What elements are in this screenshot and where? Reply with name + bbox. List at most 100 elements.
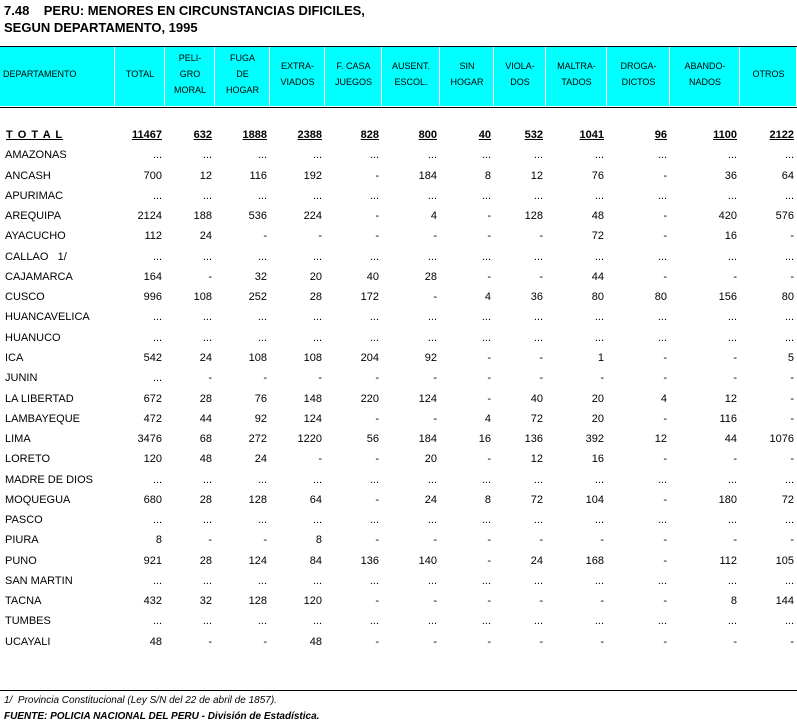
cell: ...: [369, 514, 379, 527]
cell: 8: [155, 534, 162, 547]
cell: -: [790, 392, 794, 405]
cell: -: [208, 372, 212, 385]
row-label: LAMBAYEQUE: [5, 412, 80, 425]
cell: 32: [254, 270, 267, 283]
cell: 72: [530, 412, 543, 425]
cell: ...: [152, 311, 162, 324]
cell: -: [663, 554, 667, 567]
cell: 32: [199, 595, 212, 608]
cell: ...: [533, 615, 543, 628]
cell: ...: [312, 574, 322, 587]
cell: -: [375, 453, 379, 466]
cell: ...: [657, 189, 667, 202]
cell: -: [487, 534, 491, 547]
cell: 44: [724, 433, 737, 446]
cell: 128: [248, 493, 267, 506]
cell: -: [600, 595, 604, 608]
cell: -: [487, 230, 491, 243]
cell: ...: [594, 189, 604, 202]
cell: 156: [718, 291, 737, 304]
header-label: OTROS: [752, 68, 785, 79]
row-label: AYACUCHO: [5, 230, 66, 243]
cell: -: [663, 372, 667, 385]
cell: 2388: [297, 129, 322, 141]
cell: -: [733, 534, 737, 547]
cell: 80: [781, 291, 794, 304]
cell: 184: [418, 433, 437, 446]
cell: 168: [585, 554, 604, 567]
cell: -: [208, 270, 212, 283]
cell: 28: [199, 392, 212, 405]
cell: 116: [719, 412, 737, 425]
header-label: HOGAR: [225, 84, 259, 95]
cell: 24: [199, 230, 212, 243]
cell: ...: [481, 473, 491, 486]
cell: ...: [312, 514, 322, 527]
cell: ...: [784, 189, 794, 202]
cell: 632: [193, 129, 212, 141]
cell: -: [433, 595, 437, 608]
cell: ...: [369, 574, 379, 587]
cell: ...: [152, 372, 162, 385]
cell: -: [263, 635, 267, 648]
header-label: JUEGOS: [334, 76, 372, 87]
row-label: CUSCO: [5, 291, 45, 304]
row-label: T O T A L: [6, 129, 64, 141]
cell: 72: [591, 230, 604, 243]
cell: ...: [657, 615, 667, 628]
cell: ...: [257, 615, 267, 628]
cell: ...: [369, 250, 379, 263]
cell: -: [375, 635, 379, 648]
cell: -: [663, 351, 667, 364]
cell: 105: [775, 554, 794, 567]
cell: 828: [360, 129, 379, 141]
cell: 576: [775, 210, 794, 223]
cell: ...: [594, 250, 604, 263]
cell: ...: [533, 149, 543, 162]
cell: -: [663, 412, 667, 425]
cell: ...: [257, 331, 267, 344]
cell: -: [663, 270, 667, 283]
cell: ...: [312, 615, 322, 628]
cell: 28: [199, 493, 212, 506]
cell: ...: [369, 331, 379, 344]
header-label: TADOS: [561, 76, 592, 87]
cell: -: [539, 595, 543, 608]
cell: -: [733, 270, 737, 283]
header-label: DEPARTAMENTO: [3, 68, 77, 79]
cell: -: [733, 372, 737, 385]
cell: 124: [418, 392, 437, 405]
cell: -: [539, 270, 543, 283]
header-cell: [215, 47, 270, 106]
cell: -: [375, 595, 379, 608]
cell: ...: [312, 331, 322, 344]
cell: ...: [727, 473, 737, 486]
cell: -: [600, 372, 604, 385]
cell: 1100: [713, 129, 737, 141]
header-label: ESCOL.: [394, 76, 428, 87]
cell: ...: [533, 311, 543, 324]
cell: ...: [657, 331, 667, 344]
cell: ...: [594, 574, 604, 587]
row-label: MOQUEGUA: [5, 493, 71, 506]
cell: ...: [481, 331, 491, 344]
header-label: NADOS: [688, 76, 721, 87]
cell: 80: [591, 291, 604, 304]
cell: ...: [152, 514, 162, 527]
cell: -: [790, 453, 794, 466]
cell: ...: [152, 149, 162, 162]
cell: -: [539, 351, 543, 364]
cell: ...: [257, 514, 267, 527]
cell: -: [600, 635, 604, 648]
cell: 104: [585, 493, 604, 506]
cell: 996: [143, 291, 162, 304]
cell: 12: [724, 392, 737, 405]
cell: ...: [533, 574, 543, 587]
cell: ...: [427, 473, 437, 486]
cell: 40: [478, 129, 491, 141]
cell: -: [487, 635, 491, 648]
cell: -: [375, 412, 379, 425]
cell: ...: [257, 473, 267, 486]
cell: 108: [303, 351, 322, 364]
